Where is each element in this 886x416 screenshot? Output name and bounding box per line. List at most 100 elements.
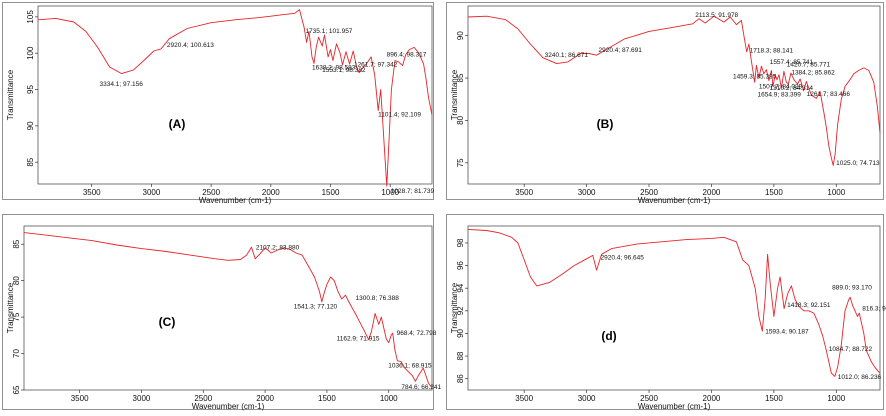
peak-annotation: 1028.7; 81.739 (391, 188, 435, 195)
x-tick-label: 1500 (318, 394, 336, 403)
y-tick-label: 75 (12, 312, 21, 321)
x-tick-label: 2000 (703, 394, 721, 403)
peak-annotation: 1418.3; 92.151 (787, 302, 831, 309)
x-tick-label: 3500 (71, 394, 89, 403)
peak-annotation: 1261.7; 97.342 (354, 62, 398, 69)
y-tick-label: 100 (26, 46, 35, 60)
x-tick-label: 3000 (133, 394, 151, 403)
x-tick-label: 1000 (827, 394, 845, 403)
plot-area (467, 225, 881, 391)
y-axis-label: Transmittance (6, 69, 15, 120)
x-tick-label: 1500 (765, 394, 783, 403)
peak-annotation: 1420.7; 85.771 (787, 62, 831, 69)
panel-label: (A) (169, 117, 186, 131)
y-tick-label: 85 (456, 73, 465, 82)
y-tick-label: 95 (26, 85, 35, 94)
chart-panel-2: 3500 3000 2500 2000 1500 1000 90 85 80 75 Wavenumb… (446, 2, 884, 205)
peak-annotation: 1162.9; 71.915 (337, 336, 380, 343)
peak-annotation: 1101.4; 92.109 (378, 112, 421, 119)
peak-annotation: 1593.4; 90.187 (765, 328, 809, 335)
x-axis-label: Wavenumber (cm-1) (638, 402, 711, 411)
x-tick-label: 1000 (827, 188, 845, 197)
panel-frame (2, 214, 434, 410)
plot-area (37, 5, 433, 185)
y-tick-label: 105 (26, 10, 35, 24)
peak-annotation: 1084.7; 88.722 (829, 346, 873, 353)
spectrum-line (23, 232, 432, 387)
peak-annotation: 889.0; 93.170 (832, 285, 872, 292)
x-axis-label: Wavenumber (cm-1) (638, 196, 711, 205)
peak-annotation: 1012.0; 86.236 (838, 374, 882, 381)
x-tick-label: 2500 (640, 188, 658, 197)
y-tick-label: 75 (456, 158, 465, 167)
panel-frame (2, 2, 434, 200)
peak-annotation: 2113.5; 91.978 (695, 12, 738, 19)
peak-annotation: 3334.1; 97.156 (100, 81, 144, 88)
panel-label: (d) (601, 329, 616, 343)
peak-annotation: 2920.4; 100.613 (167, 42, 214, 49)
y-tick-label: 86 (456, 374, 465, 383)
panel-frame (446, 2, 884, 200)
peak-annotation: 968.4; 72.798 (397, 330, 437, 337)
x-axis-label: Wavenumber (cm-1) (199, 196, 272, 205)
x-tick-label: 2500 (640, 394, 658, 403)
y-tick-label: 70 (12, 349, 21, 358)
plot-area (23, 225, 433, 391)
chart-panel-4: 3500 3000 2500 2000 1500 1000 98 96 94 92 90 88 86 Wa… (446, 214, 886, 411)
peak-annotation: 1541.3; 77.120 (294, 304, 338, 311)
y-tick-label: 88 (456, 351, 465, 360)
x-tick-label: 2000 (256, 394, 274, 403)
x-tick-label: 1000 (380, 394, 398, 403)
y-tick-label: 98 (456, 238, 465, 247)
y-tick-label: 85 (26, 157, 35, 166)
peak-annotation: 3240.1; 86.671 (545, 52, 589, 59)
peak-annotation: 816.3; 91.774 (862, 305, 886, 312)
peak-annotation: 1654.9; 83.399 (758, 92, 802, 99)
x-tick-label: 2500 (194, 394, 212, 403)
x-tick-label: 1500 (765, 188, 783, 197)
x-tick-label: 3000 (578, 394, 596, 403)
peak-annotation: 1261.7; 83.466 (807, 91, 851, 98)
y-tick-label: 80 (12, 276, 21, 285)
peak-annotation: 1557.4; 85.741 (770, 59, 814, 66)
plot-area (467, 5, 881, 185)
y-tick-label: 90 (456, 328, 465, 337)
y-tick-label: 65 (12, 385, 21, 394)
peak-annotation: 1553.1; 98.382 (322, 67, 366, 74)
x-tick-label: 3000 (143, 188, 161, 197)
peak-annotation: 1638.2; 98.583 (312, 65, 356, 72)
peak-annotation: 1384.2; 85.862 (791, 70, 835, 77)
peak-annotation: 1507.7; 84.029 (759, 83, 803, 90)
peak-annotation: 896.4; 98.317 (387, 51, 427, 58)
panel-label: (B) (597, 117, 614, 131)
y-axis-label: Transmittance (450, 69, 459, 120)
spectrum-line (37, 9, 433, 187)
x-tick-label: 3500 (515, 394, 533, 403)
y-axis-label: Transmittance (450, 282, 459, 333)
peak-annotation: 2107.2; 83.880 (256, 244, 300, 251)
y-tick-label: 90 (26, 121, 35, 130)
peak-annotation: 1735.1; 101.957 (305, 28, 352, 35)
peak-annotation: 2920.4; 96.645 (601, 254, 645, 261)
x-tick-label: 2500 (202, 188, 220, 197)
panel-frame (446, 214, 884, 410)
x-tick-label: 1000 (381, 188, 399, 197)
y-tick-label: 90 (456, 31, 465, 40)
x-axis-label: Wavenumber (cm-1) (192, 402, 265, 411)
x-tick-label: 1500 (322, 188, 340, 197)
peak-annotation: 784.6; 66.241 (401, 384, 441, 391)
x-tick-label: 2000 (703, 188, 721, 197)
y-axis-label: Transmittance (6, 282, 15, 333)
peak-annotation: 1025.0; 74.713 (836, 160, 880, 167)
spectrum-line (467, 15, 881, 166)
peak-annotation: 1300.8; 76.388 (356, 295, 400, 302)
x-tick-label: 3500 (83, 188, 101, 197)
spectrum-line (467, 228, 881, 377)
chart-panel-1: 3500 3000 2500 2000 1500 1000 105 100 95 90 85 Wave… (2, 2, 435, 205)
y-tick-label: 85 (12, 239, 21, 248)
y-tick-label: 92 (456, 306, 465, 315)
peak-annotation: 1459.3; 85.395 (733, 74, 777, 81)
chart-panel-3: 3500 3000 2500 2000 1500 1000 85 80 75 70 65 Wavenu… (2, 214, 442, 411)
